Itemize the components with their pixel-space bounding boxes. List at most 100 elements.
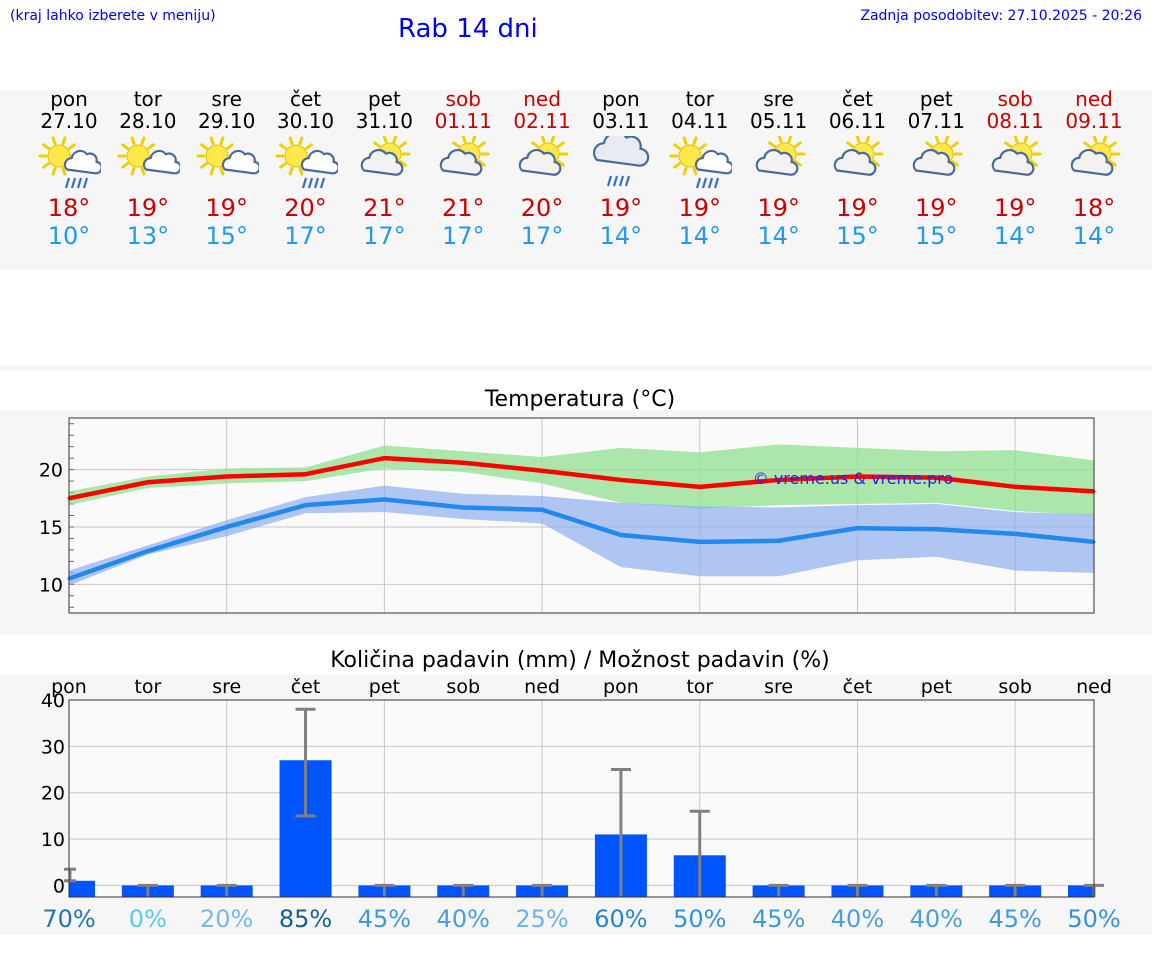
min-temperature-point: [1013, 532, 1017, 536]
max-temperature: 19°: [205, 194, 248, 222]
max-temperature-range-band: [69, 444, 1094, 516]
sun-cloud-rain-icon: [669, 136, 732, 189]
max-temperature: 19°: [678, 194, 722, 222]
cloud-sun-icon: [834, 136, 884, 176]
precipitation-probability: 50%: [1067, 905, 1120, 933]
cloud-sun-icon: [361, 136, 411, 176]
min-temperature: 14°: [757, 222, 800, 250]
day-name: tor: [133, 87, 162, 111]
cloud-sun-icon: [439, 136, 490, 176]
max-temperature-point: [225, 475, 229, 478]
min-temperature-point: [698, 540, 702, 544]
max-temperature: 20°: [520, 194, 564, 222]
precipitation-bar: [69, 880, 95, 897]
max-temperature-point: [855, 475, 859, 478]
cloud-sun-icon: [1070, 136, 1121, 176]
min-temperature-point: [855, 526, 859, 530]
x-category-label: ned: [1076, 676, 1112, 698]
day-name: pet: [919, 87, 953, 111]
section-divider: [0, 365, 1152, 371]
min-temperature: 15°: [205, 222, 248, 250]
max-temperature: 19°: [836, 194, 879, 222]
max-temperature: 21°: [441, 194, 485, 222]
forecast-day: tor 28.10 19° 13°: [108, 88, 188, 250]
day-name: sre: [211, 87, 242, 111]
x-category-label: tor: [134, 676, 161, 698]
min-temperature: 10°: [47, 222, 91, 250]
max-temperature: 19°: [126, 194, 170, 222]
forecast-day: pon 03.11 19° 14°: [581, 88, 661, 250]
forecast-day: sob 01.11 21° 17°: [423, 88, 503, 250]
x-category-label: sob: [446, 676, 480, 698]
y-tick-label: 10: [39, 574, 63, 596]
min-temperature-point: [304, 503, 308, 507]
max-temperature-point: [540, 469, 544, 473]
y-tick-label: 0: [53, 875, 65, 897]
min-temperature-point: [777, 539, 781, 543]
min-temperature-point: [461, 505, 465, 509]
y-tick-label: 10: [41, 829, 65, 851]
cloud-sun-icon: [755, 136, 806, 176]
max-temperature: 20°: [284, 194, 327, 222]
x-category-label: pon: [603, 676, 639, 698]
max-temperature: 19°: [993, 194, 1037, 222]
day-name: pet: [367, 87, 401, 111]
max-temperature: 18°: [1072, 194, 1116, 222]
x-category-label: tor: [686, 676, 713, 698]
day-date: 03.11: [592, 109, 650, 133]
day-date: 30.10: [276, 109, 335, 133]
x-category-label: sre: [212, 676, 241, 698]
forecast-day: čet 30.10 20° 17°: [266, 88, 346, 250]
forecast-day: tor 04.11 19° 14°: [660, 88, 740, 250]
precipitation-probability: 45%: [358, 905, 411, 933]
sun-cloud-icon: [117, 136, 180, 176]
min-temperature: 13°: [126, 222, 170, 250]
precipitation-probability: 60%: [594, 905, 647, 933]
day-name: ned: [1075, 87, 1113, 111]
max-temperature-point: [304, 472, 308, 476]
watermark: © vreme.us & vreme.pro: [753, 469, 954, 488]
page-title: Rab 14 dni: [398, 14, 538, 44]
day-date: 02.11: [513, 109, 571, 133]
max-temperature-point: [146, 480, 150, 484]
precipitation-probability: 45%: [988, 905, 1041, 933]
precipitation-plot-frame: [68, 699, 1095, 898]
x-category-label: čet: [843, 676, 873, 698]
cloud-sun-icon: [913, 136, 963, 176]
max-temperature-point: [461, 461, 465, 465]
precipitation-probability: 85%: [279, 905, 332, 933]
min-temperature-point: [619, 533, 623, 537]
x-category-label: sob: [998, 676, 1032, 698]
max-temperature: 19°: [915, 194, 958, 222]
y-tick-label: 15: [39, 517, 63, 539]
forecast-day: sre 29.10 19° 15°: [187, 88, 267, 250]
max-temperature-point: [382, 456, 386, 460]
day-name: čet: [289, 87, 322, 111]
x-category-label: sre: [764, 676, 793, 698]
day-date: 04.11: [671, 109, 729, 133]
forecast-day: pon 27.10 18° 10°: [29, 88, 109, 250]
day-date: 06.11: [828, 109, 887, 133]
min-temperature-line: [68, 497, 1095, 581]
precipitation-probability: 45%: [752, 905, 805, 933]
day-name: sob: [445, 87, 481, 111]
precipitation-probability: 40%: [910, 905, 963, 933]
min-temperature-point: [934, 527, 938, 531]
x-category-label: pet: [369, 676, 400, 698]
precipitation-probability: 25%: [515, 905, 568, 933]
day-date: 08.11: [986, 109, 1044, 133]
last-updated: Zadnja posodobitev: 27.10.2025 - 20:26: [860, 8, 1142, 24]
x-category-label: ned: [524, 676, 560, 698]
precipitation-probability: 0%: [129, 905, 167, 933]
y-tick-label: 20: [39, 460, 63, 482]
min-temperature-point: [146, 549, 150, 553]
sun-cloud-rain-icon: [275, 136, 338, 189]
day-date: 29.10: [198, 109, 256, 133]
forecast-day: čet 06.11 19° 15°: [817, 88, 897, 250]
min-temperature: 14°: [599, 222, 643, 250]
min-temperature: 17°: [441, 222, 485, 250]
temperature-chart-title: Temperatura (°C): [484, 387, 676, 412]
max-temperature-point: [698, 485, 702, 489]
